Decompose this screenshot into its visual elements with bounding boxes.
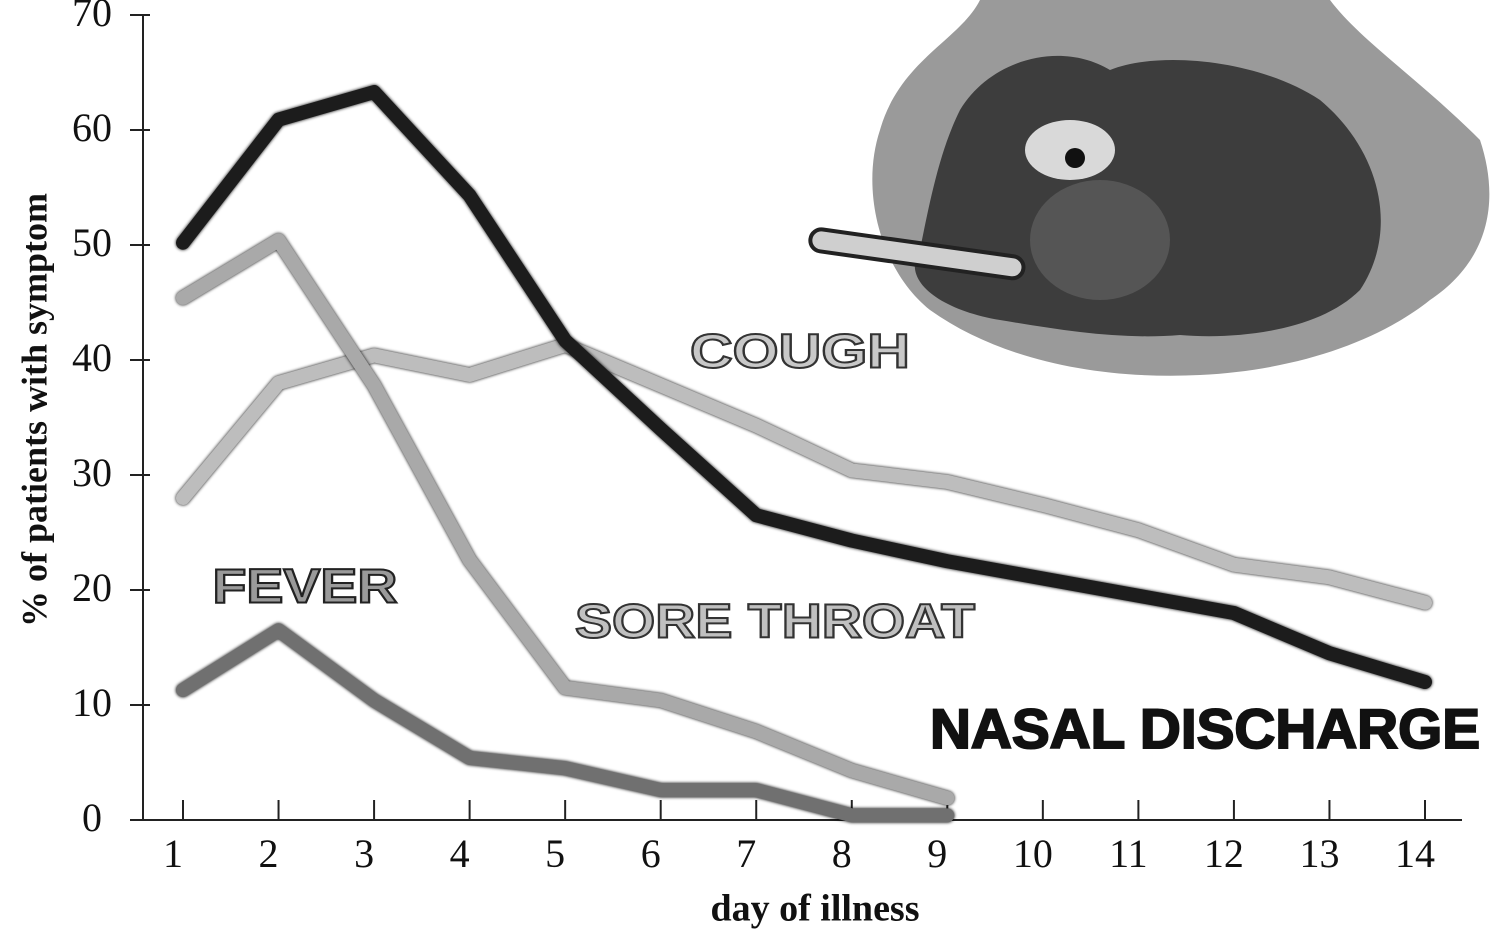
series-label: SORE THROAT	[575, 596, 975, 649]
y-axis-title: % of patients with symptom	[14, 193, 54, 627]
dog-body	[915, 56, 1381, 336]
series-line	[183, 630, 947, 815]
series-label: FEVER	[213, 561, 398, 614]
x-tick-label: 8	[832, 831, 852, 876]
x-tick-label: 7	[736, 831, 756, 876]
dog-illustration	[809, 0, 1489, 376]
x-tick-label: 13	[1299, 831, 1339, 876]
y-tick-label: 50	[72, 220, 112, 265]
x-tick-label: 6	[641, 831, 661, 876]
y-tick-label: 30	[72, 450, 112, 495]
y-tick-label: 70	[72, 0, 112, 35]
dog-nose	[1030, 180, 1170, 300]
x-tick-label: 9	[927, 831, 947, 876]
series-label: COUGH	[690, 326, 910, 379]
chart: day of illness % of patients with sympto…	[0, 0, 1496, 935]
series-label: NASAL DISCHARGE	[930, 697, 1480, 760]
x-tick-label: 2	[259, 831, 279, 876]
x-tick-label: 11	[1109, 831, 1148, 876]
x-axis-title: day of illness	[710, 888, 919, 930]
x-tick-label: 14	[1395, 831, 1435, 876]
x-tick-label: 4	[450, 831, 470, 876]
y-tick-label: 10	[72, 680, 112, 725]
y-tick-label: 0	[82, 795, 102, 840]
y-tick-label: 40	[72, 335, 112, 380]
x-tick-label: 1	[163, 831, 183, 876]
x-tick-label: 3	[354, 831, 374, 876]
x-tick-label: 12	[1204, 831, 1244, 876]
y-tick-label: 20	[72, 565, 112, 610]
x-tick-label: 5	[545, 831, 565, 876]
dog-pupil	[1065, 148, 1085, 168]
x-tick-label: 10	[1013, 831, 1053, 876]
y-tick-label: 60	[72, 105, 112, 150]
series-line	[183, 240, 947, 798]
